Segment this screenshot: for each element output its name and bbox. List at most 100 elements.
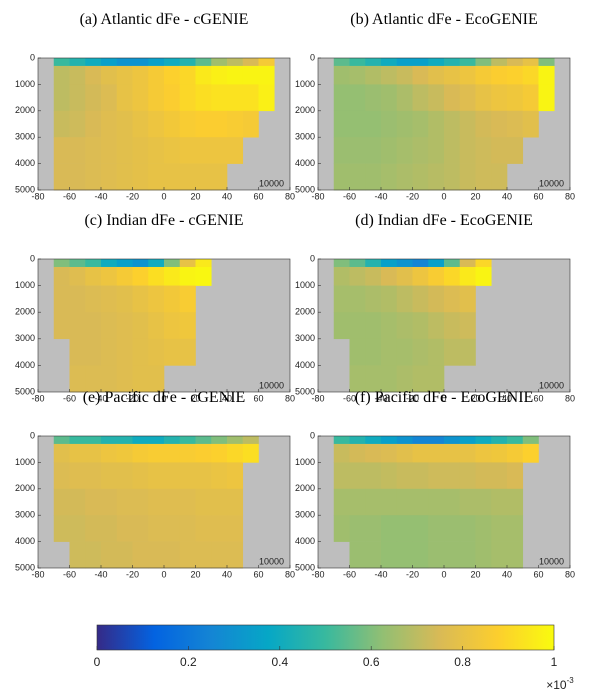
heat-cell <box>365 338 382 366</box>
heat-cell <box>349 515 366 542</box>
heat-cell <box>428 462 445 490</box>
heat-cell <box>101 312 118 340</box>
heat-cell <box>365 65 382 85</box>
panel-title: (f) Pacific dFe - EcoGENIE <box>355 389 534 406</box>
panel-title: (a) Atlantic dFe - cGENIE <box>80 11 249 28</box>
heat-cell <box>179 110 196 138</box>
heat-cell <box>491 163 508 191</box>
heat-cell <box>333 515 350 542</box>
heat-cell <box>459 488 476 516</box>
x-tick-label: 20 <box>470 191 480 201</box>
heat-cell <box>85 65 102 85</box>
heat-cell <box>365 541 382 569</box>
heat-cell <box>69 462 86 490</box>
heat-cell <box>333 110 350 138</box>
y-tick-label: 4000 <box>15 360 35 370</box>
heat-cell <box>491 436 508 445</box>
heat-cell <box>349 84 366 112</box>
heat-cell <box>396 338 413 366</box>
heat-cell <box>53 137 70 164</box>
y-tick-label: 4000 <box>295 360 315 370</box>
heat-cell <box>116 462 133 490</box>
heat-cell <box>428 84 445 112</box>
x-tick-label: -20 <box>406 393 419 403</box>
annotation: 10000 <box>259 178 284 188</box>
heat-cell <box>101 285 118 313</box>
x-tick-label: 0 <box>441 191 446 201</box>
heat-cell <box>333 266 350 286</box>
x-tick-label: 20 <box>470 393 480 403</box>
heat-cell <box>116 436 133 445</box>
heat-cell <box>179 541 196 569</box>
heat-cell <box>444 338 461 366</box>
heat-cell <box>69 338 86 366</box>
heat-cell <box>381 365 398 393</box>
heat-cell <box>164 58 181 67</box>
heat-cell <box>101 137 118 164</box>
heat-cell <box>475 58 492 67</box>
heat-cell <box>412 285 429 313</box>
heat-cell <box>258 58 275 67</box>
heat-cell <box>444 515 461 542</box>
heat-cell <box>211 163 228 191</box>
y-tick-label: 3000 <box>295 510 315 520</box>
heat-cell <box>349 436 366 445</box>
heat-cell <box>148 443 165 463</box>
heat-cell <box>116 65 133 85</box>
heat-cell <box>459 259 476 268</box>
heat-cell <box>444 259 461 268</box>
heat-cell <box>69 541 86 569</box>
heat-cell <box>53 515 70 542</box>
heat-cell <box>148 58 165 67</box>
heat-cell <box>396 285 413 313</box>
heat-cell <box>365 443 382 463</box>
heat-cell <box>428 58 445 67</box>
heat-cell <box>381 110 398 138</box>
panel-title: (e) Pacific dFe - cGENIE <box>83 389 246 406</box>
heat-cell <box>428 365 445 393</box>
heat-cell <box>211 65 228 85</box>
heat-cell <box>69 266 86 286</box>
heat-cell <box>349 462 366 490</box>
heat-cell <box>459 338 476 366</box>
heat-cell <box>428 443 445 463</box>
heat-cell <box>258 65 275 85</box>
heat-cell <box>132 365 149 393</box>
panel-title: (b) Atlantic dFe - EcoGENIE <box>350 11 538 28</box>
heat-cell <box>195 488 212 516</box>
heat-cell <box>242 84 259 112</box>
x-tick-label: -80 <box>31 191 44 201</box>
heat-cell <box>164 436 181 445</box>
heat-cell <box>53 312 70 340</box>
heat-cell <box>227 515 244 542</box>
heat-cell <box>349 58 366 67</box>
heat-cell <box>164 110 181 138</box>
heat-cell <box>491 443 508 463</box>
heat-cell <box>459 163 476 191</box>
x-tick-label: -20 <box>126 191 139 201</box>
panel-title: (c) Indian dFe - cGENIE <box>84 212 243 229</box>
heat-cell <box>132 462 149 490</box>
heat-cell <box>491 541 508 569</box>
heat-cell <box>116 443 133 463</box>
heat-cell <box>179 488 196 516</box>
x-tick-label: -60 <box>343 569 356 579</box>
y-tick-label: 1000 <box>15 79 35 89</box>
heat-cell <box>69 436 86 445</box>
y-tick-label: 0 <box>310 253 315 263</box>
colorbar-tick-label: 0.2 <box>180 655 197 669</box>
heat-cell <box>396 312 413 340</box>
heat-cell <box>365 285 382 313</box>
colorbar-tick-label: 0.4 <box>271 655 288 669</box>
heat-cell <box>164 462 181 490</box>
heat-cell <box>412 436 429 445</box>
y-tick-label: 4000 <box>295 158 315 168</box>
heat-cell <box>227 137 244 164</box>
x-tick-label: -80 <box>311 393 324 403</box>
heat-cell <box>179 443 196 463</box>
heat-cell <box>491 137 508 164</box>
x-tick-label: -20 <box>406 569 419 579</box>
heat-cell <box>69 65 86 85</box>
multiplier-exponent: -3 <box>567 676 575 685</box>
heat-cell <box>475 65 492 85</box>
